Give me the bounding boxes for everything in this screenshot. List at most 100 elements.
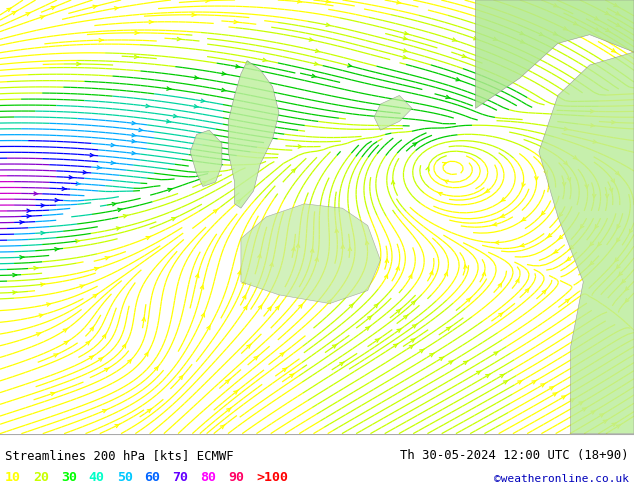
Text: 10: 10 [5, 471, 21, 484]
FancyArrowPatch shape [139, 128, 143, 132]
FancyArrowPatch shape [562, 182, 566, 186]
FancyArrowPatch shape [617, 224, 620, 228]
FancyArrowPatch shape [477, 370, 481, 374]
FancyArrowPatch shape [192, 13, 196, 17]
FancyArrowPatch shape [444, 272, 448, 276]
FancyArrowPatch shape [452, 38, 457, 41]
FancyArrowPatch shape [93, 294, 98, 298]
FancyArrowPatch shape [97, 166, 101, 169]
FancyArrowPatch shape [69, 176, 74, 179]
Polygon shape [476, 0, 634, 108]
Polygon shape [241, 204, 380, 304]
FancyArrowPatch shape [172, 218, 176, 220]
FancyArrowPatch shape [385, 275, 387, 278]
FancyArrowPatch shape [201, 99, 205, 102]
FancyArrowPatch shape [280, 352, 285, 356]
FancyArrowPatch shape [315, 258, 318, 261]
FancyArrowPatch shape [412, 324, 417, 328]
FancyArrowPatch shape [396, 309, 401, 313]
FancyArrowPatch shape [7, 8, 11, 11]
FancyArrowPatch shape [582, 407, 587, 411]
FancyArrowPatch shape [553, 4, 558, 7]
FancyArrowPatch shape [341, 245, 344, 248]
FancyArrowPatch shape [411, 338, 415, 342]
FancyArrowPatch shape [243, 306, 247, 310]
FancyArrowPatch shape [202, 313, 205, 317]
FancyArrowPatch shape [116, 227, 120, 230]
FancyArrowPatch shape [132, 151, 136, 155]
FancyArrowPatch shape [335, 229, 339, 233]
FancyArrowPatch shape [326, 23, 330, 26]
FancyArrowPatch shape [234, 390, 238, 394]
FancyArrowPatch shape [149, 20, 153, 24]
FancyArrowPatch shape [624, 287, 629, 292]
FancyArrowPatch shape [207, 326, 210, 330]
FancyArrowPatch shape [86, 341, 91, 345]
FancyArrowPatch shape [409, 275, 412, 278]
FancyArrowPatch shape [54, 354, 58, 357]
FancyArrowPatch shape [439, 357, 444, 361]
FancyArrowPatch shape [115, 424, 120, 428]
Text: Th 30-05-2024 12:00 UTC (18+90): Th 30-05-2024 12:00 UTC (18+90) [400, 449, 629, 463]
FancyArrowPatch shape [89, 356, 94, 359]
FancyArrowPatch shape [430, 271, 433, 275]
FancyArrowPatch shape [349, 303, 354, 308]
FancyArrowPatch shape [569, 245, 574, 250]
FancyArrowPatch shape [64, 341, 68, 344]
FancyArrowPatch shape [226, 379, 230, 383]
FancyArrowPatch shape [118, 208, 122, 212]
FancyArrowPatch shape [296, 244, 300, 247]
FancyArrowPatch shape [77, 62, 81, 66]
FancyArrowPatch shape [76, 182, 81, 185]
FancyArrowPatch shape [559, 213, 562, 217]
FancyArrowPatch shape [397, 0, 401, 4]
FancyArrowPatch shape [566, 257, 571, 261]
FancyArrowPatch shape [177, 37, 181, 41]
FancyArrowPatch shape [12, 11, 16, 15]
FancyArrowPatch shape [495, 241, 499, 244]
FancyArrowPatch shape [214, 209, 218, 213]
FancyArrowPatch shape [340, 362, 344, 366]
FancyArrowPatch shape [616, 12, 621, 15]
FancyArrowPatch shape [99, 357, 103, 361]
FancyArrowPatch shape [456, 78, 460, 81]
FancyArrowPatch shape [542, 290, 546, 294]
FancyArrowPatch shape [615, 258, 619, 262]
FancyArrowPatch shape [105, 368, 109, 371]
Text: 20: 20 [33, 471, 49, 484]
FancyArrowPatch shape [449, 361, 453, 364]
FancyArrowPatch shape [247, 61, 251, 65]
FancyArrowPatch shape [41, 283, 45, 286]
FancyArrowPatch shape [547, 234, 552, 238]
FancyArrowPatch shape [394, 343, 398, 347]
FancyArrowPatch shape [221, 425, 225, 429]
FancyArrowPatch shape [51, 392, 55, 395]
FancyArrowPatch shape [540, 32, 544, 36]
FancyArrowPatch shape [283, 368, 287, 371]
FancyArrowPatch shape [51, 6, 56, 9]
FancyArrowPatch shape [404, 32, 409, 35]
FancyArrowPatch shape [174, 114, 178, 118]
FancyArrowPatch shape [498, 313, 503, 317]
FancyArrowPatch shape [167, 87, 171, 90]
FancyArrowPatch shape [590, 242, 593, 245]
FancyArrowPatch shape [579, 401, 584, 405]
FancyArrowPatch shape [145, 352, 148, 356]
FancyArrowPatch shape [179, 376, 183, 379]
FancyArrowPatch shape [605, 28, 611, 32]
FancyArrowPatch shape [20, 220, 24, 224]
FancyArrowPatch shape [612, 121, 616, 124]
FancyArrowPatch shape [122, 344, 126, 348]
FancyArrowPatch shape [544, 171, 547, 174]
FancyArrowPatch shape [93, 5, 98, 8]
FancyArrowPatch shape [299, 304, 302, 308]
FancyArrowPatch shape [155, 367, 158, 370]
FancyArrowPatch shape [553, 250, 558, 253]
FancyArrowPatch shape [520, 31, 524, 35]
FancyArrowPatch shape [521, 40, 525, 43]
FancyArrowPatch shape [167, 120, 171, 123]
FancyArrowPatch shape [437, 192, 442, 196]
Text: >100: >100 [256, 471, 288, 484]
FancyArrowPatch shape [591, 124, 595, 127]
FancyArrowPatch shape [202, 181, 207, 185]
